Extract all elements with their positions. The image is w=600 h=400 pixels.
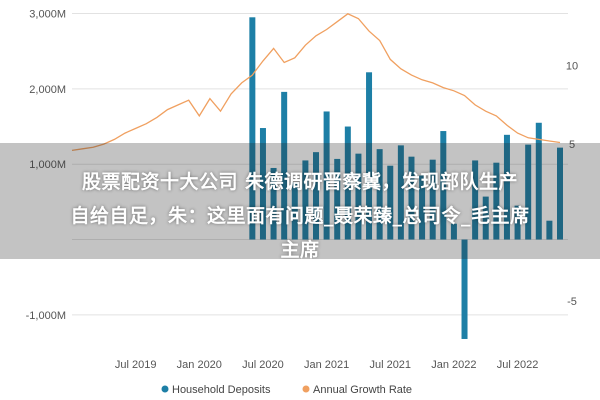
right-tick-label: 10 — [566, 61, 578, 73]
x-tick-label: Jul 2020 — [242, 359, 284, 371]
deposit-bar — [429, 159, 436, 240]
left-tick-label: 3,000M — [29, 9, 66, 21]
deposit-bar — [313, 152, 319, 240]
headline-line-1: 股票配资十大公司 朱德调研晋察冀，发现部队生产 — [81, 171, 519, 193]
deposit-bar — [440, 131, 447, 240]
x-axis-ticks: Jul 2019 Jan 2020 Jul 2020 Jan 2021 Jul 2021… — [115, 359, 539, 371]
deposit-bar — [302, 160, 309, 240]
headline-overlay: 股票配资十大公司 朱德调研晋察冀，发现部队生产 自给自足，朱：这里面有问题_聂荣… — [0, 143, 600, 259]
deposit-bar — [525, 144, 532, 240]
deposit-bar — [503, 134, 510, 240]
right-axis-ticks: 10 5 -5 — [566, 61, 578, 308]
deposit-bar — [291, 182, 298, 240]
left-tick-label: 2,000M — [29, 84, 66, 96]
deposit-bar — [387, 165, 394, 240]
gridlines — [72, 13, 568, 316]
x-tick-label: Jan 2020 — [177, 359, 222, 371]
x-tick-label: Jan 2021 — [304, 359, 349, 371]
deposit-bar — [249, 17, 256, 240]
deposit-bar — [408, 156, 415, 240]
headline-line-3: 主席 — [280, 239, 320, 259]
deposit-bar — [259, 128, 266, 240]
deposit-bar — [535, 122, 542, 240]
right-tick-label: -5 — [567, 296, 577, 308]
right-tick-label: 5 — [569, 139, 575, 151]
deposit-bar — [376, 149, 383, 240]
x-tick-label: Jul 2021 — [369, 359, 411, 371]
headline-line-2: 自给自足，朱：这里面有问题_聂荣臻_总司令_毛主席 — [70, 205, 530, 227]
legend[interactable]: Household Deposits Annual Growth Rate — [161, 384, 413, 396]
left-tick-label: -1,000M — [26, 310, 66, 322]
deposit-bar — [323, 111, 330, 240]
left-tick-label: 1,000M — [29, 159, 66, 171]
x-tick-label: Jul 2019 — [115, 359, 157, 371]
deposit-bar — [281, 91, 288, 240]
growth-rate-line — [71, 13, 561, 152]
legend-label-deposits: Household Deposits — [172, 384, 271, 396]
deposit-bar — [482, 196, 489, 240]
deposit-bar — [397, 145, 404, 240]
deposit-bars — [249, 17, 563, 339]
x-tick-label: Jul 2022 — [497, 359, 539, 371]
deposit-bar — [514, 205, 521, 240]
deposit-bar — [366, 72, 373, 240]
deposit-bar — [493, 162, 500, 240]
deposit-bar — [557, 147, 563, 240]
deposit-bar — [355, 153, 362, 240]
x-tick-label: Jan 2022 — [431, 359, 476, 371]
deposit-bar — [450, 223, 457, 240]
deposit-bar — [334, 158, 341, 240]
deposit-bar — [472, 160, 479, 240]
deposit-bar — [344, 126, 351, 240]
deposit-bar — [270, 167, 277, 240]
deposit-bar — [546, 220, 553, 240]
left-axis-ticks: 3,000M 2,000M 1,000M -1,000M — [26, 9, 66, 322]
legend-marker-growth — [302, 385, 310, 393]
legend-label-growth: Annual Growth Rate — [313, 384, 412, 396]
deposit-bar — [461, 239, 468, 339]
legend-marker-deposits — [161, 385, 169, 393]
deposit-bar — [419, 175, 426, 240]
